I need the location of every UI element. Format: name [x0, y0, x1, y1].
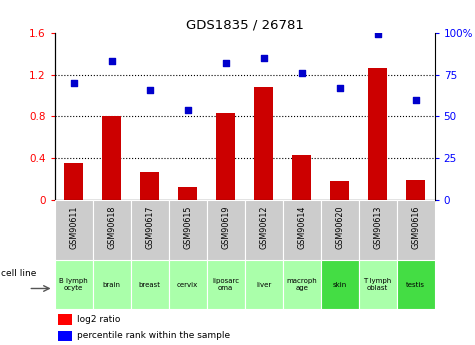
- Text: GSM90620: GSM90620: [335, 206, 344, 249]
- Text: breast: breast: [139, 282, 161, 288]
- Text: GSM90613: GSM90613: [373, 206, 382, 249]
- Bar: [359, 200, 397, 260]
- Point: [298, 70, 305, 76]
- Bar: [93, 200, 131, 260]
- Text: GSM90615: GSM90615: [183, 206, 192, 249]
- Bar: [283, 200, 321, 260]
- Bar: [140, 172, 159, 200]
- Text: GSM90618: GSM90618: [107, 206, 116, 249]
- Bar: [254, 87, 273, 200]
- Bar: [292, 155, 311, 200]
- Bar: [93, 260, 131, 309]
- Text: GSM90612: GSM90612: [259, 206, 268, 249]
- Text: macroph
age: macroph age: [286, 278, 317, 291]
- Bar: [321, 200, 359, 260]
- Bar: [245, 260, 283, 309]
- Bar: [368, 68, 387, 200]
- Bar: [330, 181, 349, 200]
- Point: [222, 60, 229, 66]
- Text: cell line: cell line: [1, 269, 37, 278]
- Text: GSM90619: GSM90619: [221, 206, 230, 249]
- Point: [146, 87, 153, 92]
- Text: B lymph
ocyte: B lymph ocyte: [59, 278, 88, 291]
- Text: cervix: cervix: [177, 282, 198, 288]
- Point: [260, 55, 267, 61]
- Bar: [406, 180, 425, 200]
- Bar: [131, 200, 169, 260]
- Text: brain: brain: [103, 282, 121, 288]
- Point: [336, 85, 343, 91]
- Point: [70, 80, 77, 86]
- Bar: [397, 260, 435, 309]
- Bar: [397, 200, 435, 260]
- Text: liver: liver: [256, 282, 271, 288]
- Bar: [169, 200, 207, 260]
- Bar: [131, 260, 169, 309]
- Bar: [178, 187, 197, 200]
- Text: GSM90616: GSM90616: [411, 206, 420, 249]
- Bar: [321, 260, 359, 309]
- Point: [108, 58, 115, 64]
- Text: testis: testis: [406, 282, 425, 288]
- Bar: [55, 200, 93, 260]
- Point: [374, 32, 381, 37]
- Bar: [216, 113, 235, 200]
- Bar: [207, 200, 245, 260]
- Point: [412, 97, 419, 102]
- Point: [184, 107, 191, 112]
- Text: liposarc
oma: liposarc oma: [212, 278, 239, 291]
- Text: GSM90614: GSM90614: [297, 206, 306, 249]
- Bar: [58, 331, 72, 342]
- Text: skin: skin: [332, 282, 347, 288]
- Text: log2 ratio: log2 ratio: [77, 315, 121, 324]
- Text: GSM90611: GSM90611: [69, 206, 78, 249]
- Bar: [283, 260, 321, 309]
- Bar: [359, 260, 397, 309]
- Text: percentile rank within the sample: percentile rank within the sample: [77, 332, 230, 341]
- Bar: [245, 200, 283, 260]
- Bar: [55, 260, 93, 309]
- Bar: [169, 260, 207, 309]
- Bar: [64, 164, 83, 200]
- Bar: [102, 116, 121, 200]
- Bar: [58, 314, 72, 325]
- Text: GSM90617: GSM90617: [145, 206, 154, 249]
- Bar: [207, 260, 245, 309]
- Title: GDS1835 / 26781: GDS1835 / 26781: [186, 19, 304, 32]
- Text: T lymph
oblast: T lymph oblast: [363, 278, 392, 291]
